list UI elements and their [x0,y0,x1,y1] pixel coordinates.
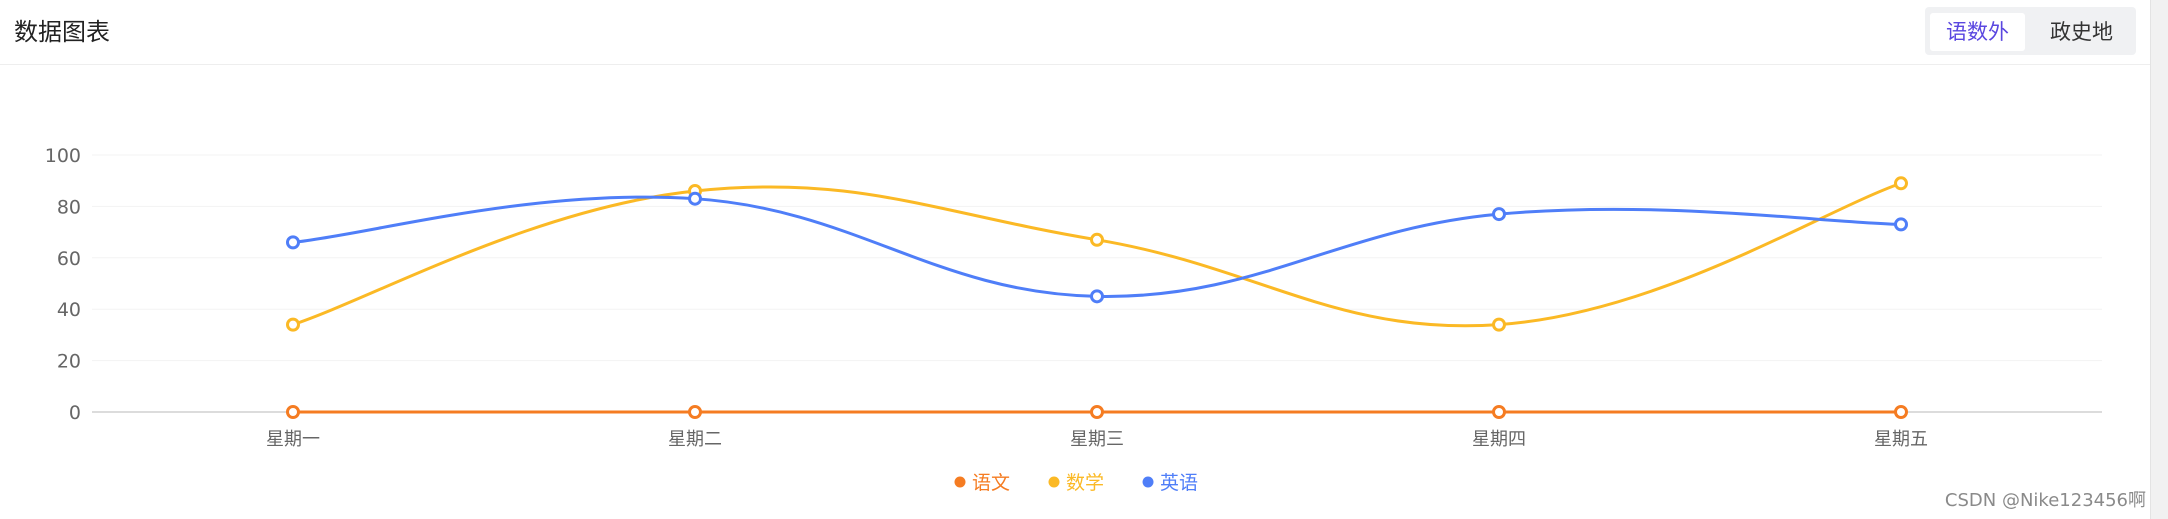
x-tick-label: 星期三 [1070,429,1124,450]
data-point [1894,217,1908,232]
legend-label: 数学 [1066,472,1104,494]
subject-tab-group: 语数外 政史地 [1925,7,2136,55]
data-point [1090,289,1104,304]
legend-marker [1048,476,1060,488]
y-tick-label: 20 [57,351,81,373]
data-point [688,405,702,419]
data-point [1492,317,1506,332]
x-tick-label: 星期二 [668,429,722,450]
data-point [286,235,300,250]
data-point [1090,232,1104,247]
watermark: CSDN @Nike123456啊 [1944,490,2146,511]
x-tick-label: 星期一 [266,429,320,450]
data-point [1492,405,1506,419]
y-tick-label: 0 [69,402,81,424]
data-point [1090,405,1104,419]
legend-label: 英语 [1160,472,1198,494]
x-tick-label: 星期四 [1472,429,1526,450]
y-tick-label: 80 [57,196,81,218]
y-tick-label: 60 [57,248,81,270]
tab-zhengshidi[interactable]: 政史地 [2050,20,2113,44]
y-tick-label: 100 [45,145,81,167]
legend-marker [1142,476,1154,488]
tab-yushuwai[interactable]: 语数外 [1930,13,2025,51]
y-tick-label: 40 [57,299,81,321]
data-point [1894,176,1908,191]
data-point [688,191,702,206]
legend-marker [954,476,966,488]
legend-label: 语文 [972,472,1010,494]
vertical-scrollbar[interactable] [2150,0,2168,519]
data-point [286,317,300,332]
header-bar: 数据图表 语数外 政史地 [0,0,2150,65]
data-point [1894,405,1908,419]
data-point [1492,207,1506,222]
data-point [286,405,300,419]
page-title: 数据图表 [14,18,110,46]
x-tick-label: 星期五 [1874,429,1928,450]
